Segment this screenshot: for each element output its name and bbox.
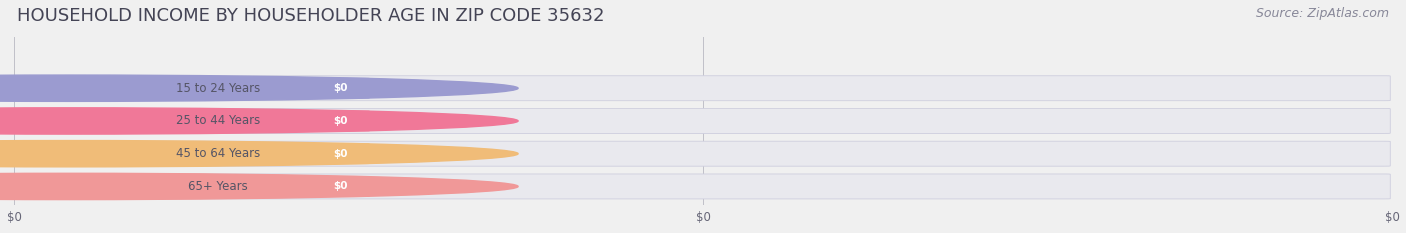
- Text: HOUSEHOLD INCOME BY HOUSEHOLDER AGE IN ZIP CODE 35632: HOUSEHOLD INCOME BY HOUSEHOLDER AGE IN Z…: [17, 7, 605, 25]
- Circle shape: [0, 173, 517, 200]
- FancyBboxPatch shape: [51, 143, 247, 165]
- Text: 65+ Years: 65+ Years: [188, 180, 247, 193]
- FancyBboxPatch shape: [15, 76, 1391, 101]
- FancyBboxPatch shape: [51, 175, 247, 198]
- FancyBboxPatch shape: [312, 176, 370, 197]
- FancyBboxPatch shape: [15, 174, 1391, 199]
- FancyBboxPatch shape: [15, 109, 1391, 134]
- Text: 45 to 64 Years: 45 to 64 Years: [176, 147, 260, 160]
- Text: $0: $0: [333, 149, 347, 159]
- Circle shape: [0, 108, 517, 134]
- Circle shape: [0, 75, 517, 101]
- FancyBboxPatch shape: [51, 77, 247, 99]
- Text: 15 to 24 Years: 15 to 24 Years: [176, 82, 260, 95]
- Circle shape: [0, 140, 517, 167]
- FancyBboxPatch shape: [312, 78, 370, 99]
- Text: $0: $0: [333, 116, 347, 126]
- Text: $0: $0: [333, 182, 347, 192]
- FancyBboxPatch shape: [51, 110, 247, 132]
- FancyBboxPatch shape: [312, 143, 370, 164]
- FancyBboxPatch shape: [15, 141, 1391, 166]
- Text: Source: ZipAtlas.com: Source: ZipAtlas.com: [1256, 7, 1389, 20]
- FancyBboxPatch shape: [312, 111, 370, 131]
- Text: $0: $0: [333, 83, 347, 93]
- Text: 25 to 44 Years: 25 to 44 Years: [176, 114, 260, 127]
